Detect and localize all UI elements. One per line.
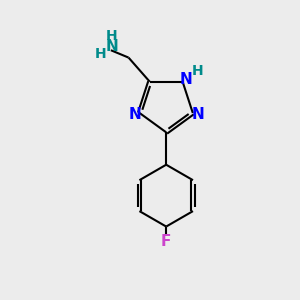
Text: H: H bbox=[106, 28, 118, 43]
Text: N: N bbox=[191, 107, 204, 122]
Text: F: F bbox=[161, 234, 171, 249]
Text: N: N bbox=[105, 39, 118, 54]
Text: H: H bbox=[95, 47, 106, 61]
Text: N: N bbox=[129, 107, 142, 122]
Text: N: N bbox=[180, 72, 193, 87]
Text: H: H bbox=[192, 64, 204, 77]
